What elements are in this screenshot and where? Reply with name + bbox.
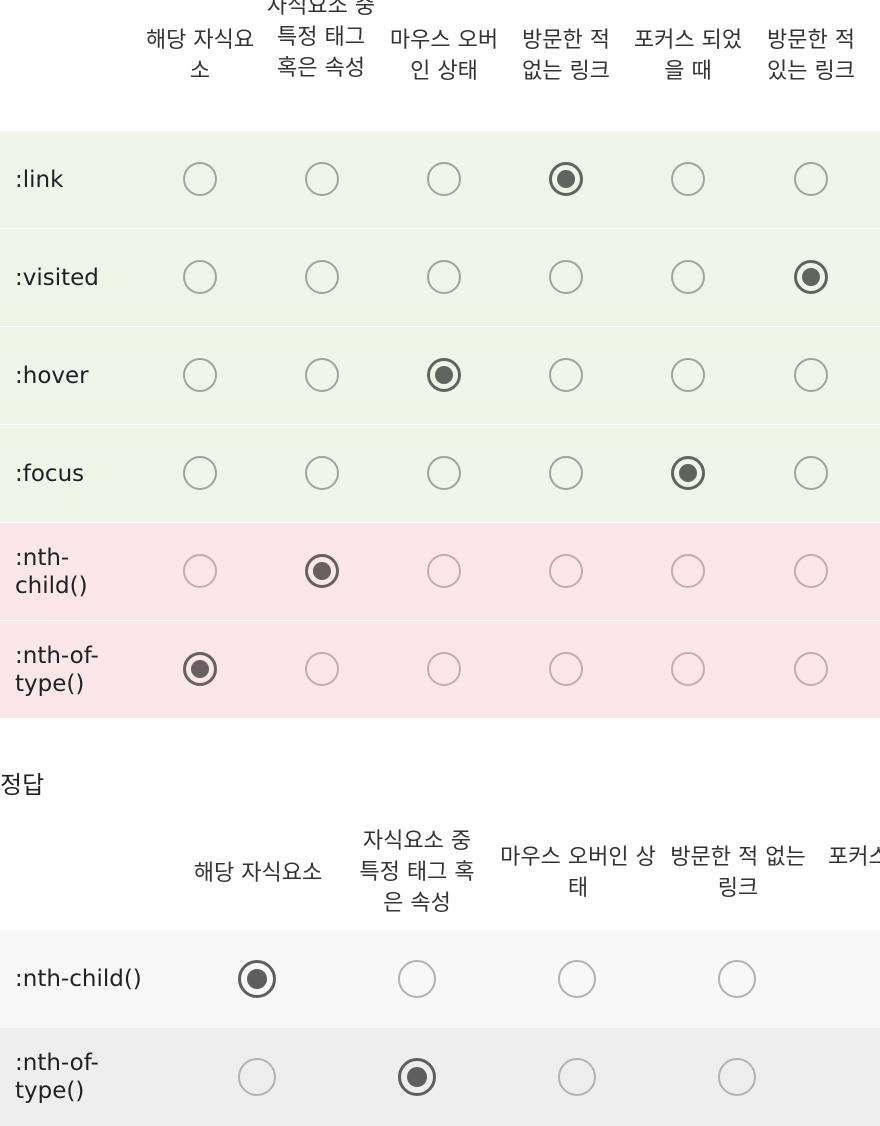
radio-option[interactable] [794,162,828,196]
radio-option[interactable] [305,260,339,294]
radio-option-selected[interactable] [305,554,339,588]
radio-option[interactable] [794,652,828,686]
row-label: :nth-child() [15,966,142,992]
column-header: 해당 자식요소 [193,861,323,886]
column-header: 마우스 오버인 상태 [500,845,656,901]
radio-option-selected[interactable] [671,456,705,490]
radio-option[interactable] [427,554,461,588]
quiz-grid: 해당 자식요소 자식요소 중 특정 태그 혹은 속성 마우스 오버인 상태 방문… [0,0,880,719]
quiz-row: :nth-of-type() [0,621,880,719]
radio-option [398,960,436,998]
column-header: 자식요소 중 특정 태그 혹은 속성 [359,829,475,916]
radio-option[interactable] [671,358,705,392]
radio-option[interactable] [305,162,339,196]
answer-header-row: 해당 자식요소 자식요소 중 특정 태그 혹은 속성 마우스 오버인 상태 방문… [0,822,880,930]
radio-option[interactable] [183,358,217,392]
radio-option[interactable] [427,260,461,294]
row-label: :nth-child() [15,544,88,599]
radio-option[interactable] [549,652,583,686]
radio-option[interactable] [549,260,583,294]
column-header: 방문한 적 없는 링크 [670,845,806,901]
radio-option-selected[interactable] [427,358,461,392]
quiz-row: :visited [0,229,880,327]
radio-option[interactable] [305,358,339,392]
quiz-row: :focus [0,425,880,523]
radio-option [718,960,756,998]
answer-row: :nth-of-type() [0,1028,880,1126]
radio-option[interactable] [427,162,461,196]
radio-option[interactable] [305,652,339,686]
radio-option [238,1058,276,1096]
radio-option [718,1058,756,1096]
radio-option-selected [238,960,276,998]
answer-title: 정답 [0,771,45,799]
quiz-row: :hover [0,327,880,425]
radio-option[interactable] [183,162,217,196]
radio-option[interactable] [549,456,583,490]
column-header: 마우스 오버인 상태 [389,28,499,84]
radio-option[interactable] [549,554,583,588]
radio-option[interactable] [671,162,705,196]
radio-option[interactable] [671,260,705,294]
radio-option-selected [398,1058,436,1096]
row-label: :hover [15,362,89,389]
radio-option[interactable] [671,652,705,686]
row-label: :nth-of-type() [15,642,99,697]
radio-option[interactable] [549,358,583,392]
row-label: :focus [15,460,85,487]
radio-option [558,960,596,998]
radio-option[interactable] [183,554,217,588]
column-header: 해당 자식요소 [145,28,255,84]
radio-option[interactable] [427,456,461,490]
column-header: 포커스 되었을 때 [633,28,743,84]
row-label: :link [15,166,64,193]
radio-option[interactable] [183,260,217,294]
column-header: 방문한 적 있는 링크 [767,28,855,84]
radio-option[interactable] [794,456,828,490]
row-label: :visited [15,264,99,291]
radio-option[interactable] [305,456,339,490]
radio-option-selected[interactable] [183,652,217,686]
row-label: :nth-of-type() [15,1050,99,1104]
quiz-header-row: 해당 자식요소 자식요소 중 특정 태그 혹은 속성 마우스 오버인 상태 방문… [0,0,880,131]
radio-option-selected[interactable] [549,162,583,196]
radio-option [558,1058,596,1096]
column-header: 자식요소 중 특정 태그 혹은 속성 [266,0,376,81]
radio-option-selected[interactable] [794,260,828,294]
column-header: 방문한 적 없는 링크 [522,28,610,84]
radio-option[interactable] [794,358,828,392]
column-header: 포커스 [828,845,880,870]
radio-option[interactable] [427,652,461,686]
quiz-row: :link [0,131,880,229]
answer-grid: 해당 자식요소 자식요소 중 특정 태그 혹은 속성 마우스 오버인 상태 방문… [0,822,880,1126]
radio-option[interactable] [671,554,705,588]
radio-option[interactable] [794,554,828,588]
radio-option[interactable] [183,456,217,490]
quiz-row: :nth-child() [0,523,880,621]
answer-row: :nth-child() [0,930,880,1028]
